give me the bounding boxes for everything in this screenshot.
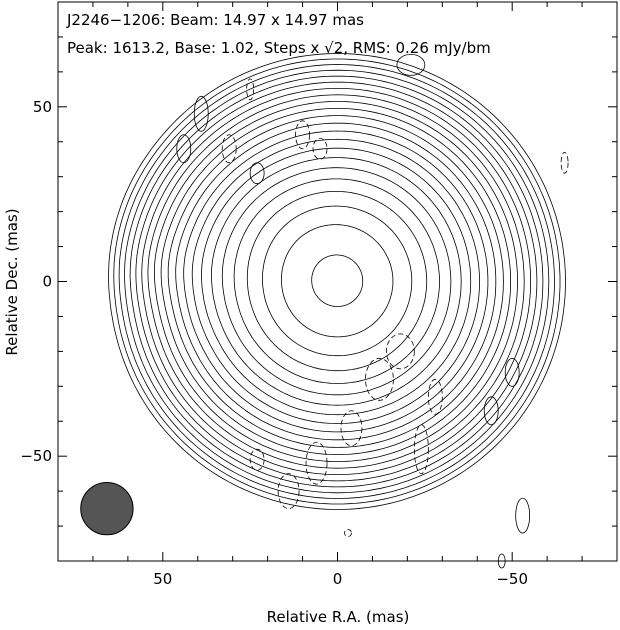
sqrt-sign: √: [324, 39, 334, 57]
contour-level: [141, 88, 531, 475]
x-tick-label: −50: [496, 570, 528, 588]
negative-island: [413, 424, 429, 475]
x-tick-label: 50: [153, 570, 172, 588]
negative-island: [305, 441, 328, 485]
positive-island: [396, 54, 426, 76]
contour-level: [135, 81, 538, 482]
contour-level: [129, 75, 544, 488]
contour-level: [167, 115, 504, 448]
negative-island: [295, 120, 310, 150]
x-tick-group: 50 0 −50: [92, 2, 583, 588]
island-group: [176, 54, 569, 569]
contour-level: [124, 69, 550, 494]
contour-level: [154, 101, 518, 462]
negative-island: [221, 134, 237, 164]
header-line-2-suffix: , RMS: 0.26 mJy/bm: [343, 39, 491, 57]
y-tick-group: 50 0 −50: [20, 36, 617, 527]
contour-level: [175, 122, 497, 441]
positive-island: [504, 357, 520, 387]
negative-island: [344, 529, 352, 537]
header-line-1: J2246−1206: Beam: 14.97 x 14.97 mas: [66, 11, 364, 29]
sqrt-radicand: 2: [334, 39, 344, 57]
contour-level: [221, 167, 452, 396]
beam-ellipse: [80, 481, 134, 536]
negative-island: [249, 448, 265, 471]
negative-island: [427, 378, 443, 415]
contour-level: [233, 178, 440, 384]
contour-level: [191, 138, 481, 425]
negative-island: [277, 473, 300, 509]
y-tick-label: −50: [20, 447, 52, 465]
y-axis-label: Relative Dec. (mas): [3, 208, 21, 355]
y-tick-label: 0: [42, 273, 52, 291]
header-line-2-prefix: Peak: 1613.2, Base: 1.02, Steps x: [67, 39, 324, 57]
positive-island: [193, 95, 209, 132]
contour-level: [118, 64, 555, 499]
contour-level: [113, 58, 561, 505]
y-tick-label: 50: [33, 98, 52, 116]
positive-island: [515, 497, 531, 534]
contour-level: [311, 254, 364, 307]
negative-island: [386, 333, 415, 370]
contour-level: [262, 205, 413, 357]
contour-level: [183, 130, 489, 433]
positive-island: [483, 396, 499, 426]
contour-level: [211, 157, 462, 406]
negative-island: [560, 151, 569, 174]
contour-level: [201, 147, 472, 416]
contour-level: [281, 224, 394, 338]
contour-level: [108, 53, 566, 510]
contour-level: [147, 94, 525, 469]
positive-island: [249, 162, 265, 185]
x-tick-label: 0: [333, 570, 343, 588]
contour-group: [108, 53, 566, 510]
negative-island: [365, 357, 394, 401]
contour-level: [160, 108, 512, 456]
negative-island: [246, 78, 255, 101]
contour-level: [246, 191, 428, 372]
negative-island: [312, 137, 328, 160]
negative-island: [340, 410, 363, 447]
positive-island: [176, 134, 192, 164]
header-line-2: Peak: 1613.2, Base: 1.02, Steps x √2, RM…: [67, 39, 491, 57]
positive-island: [497, 553, 506, 569]
x-axis-label: Relative R.A. (mas): [267, 608, 410, 626]
